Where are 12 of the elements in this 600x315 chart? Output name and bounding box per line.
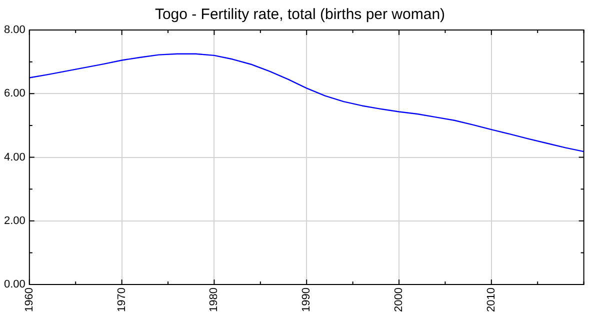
x-tick-label: 2010 [485,288,498,312]
x-tick-label: 1970 [116,288,128,312]
x-tick-label: 2000 [393,288,406,312]
x-tick-label: 1990 [300,288,313,312]
x-tick-label: 1980 [208,288,220,312]
x-tick-label: 1960 [23,288,36,312]
y-tick-label: 2.00 [4,214,26,227]
y-tick-label: 6.00 [4,88,26,100]
y-tick-label: 0.00 [4,278,26,291]
y-tick-label: 8.00 [4,24,26,36]
chart-title: Togo - Fertility rate, total (births per woman) [154,6,446,23]
y-tick-label: 4.00 [4,151,26,164]
